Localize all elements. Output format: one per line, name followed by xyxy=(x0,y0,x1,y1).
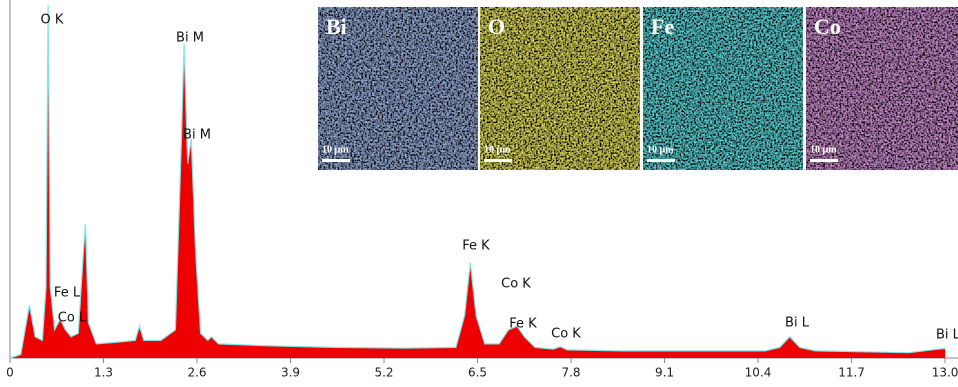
x-tick-label: 10.4 xyxy=(745,366,772,380)
x-tick-label: 13.0 xyxy=(932,366,958,380)
x-tick-label: 6.5 xyxy=(468,366,487,380)
peak-label: Bi L xyxy=(785,316,810,331)
map-label: Fe xyxy=(651,14,674,39)
scale-label: 10 µm xyxy=(810,144,837,155)
chart: 0 1.3 2.6 3.9 5.2 6.5 7.8 9.1 10.4 11.7 13.0 O K Bi … xyxy=(0,0,958,383)
x-tick-label: 2.6 xyxy=(187,366,206,380)
map-label: Co xyxy=(814,14,841,39)
x-tick-label: 9.1 xyxy=(655,366,674,380)
scale-bar xyxy=(647,159,675,162)
peak-label: Bi M xyxy=(176,31,204,46)
scale-label: 10 µm xyxy=(322,144,349,155)
scale-label: 10 µm xyxy=(484,144,511,155)
peak-label: Fe L xyxy=(54,286,81,301)
map-label: Bi xyxy=(326,14,347,39)
scale-bar xyxy=(322,159,350,162)
peak-label: Fe K xyxy=(509,317,537,332)
peak-label: Co K xyxy=(551,327,581,342)
x-tick-label: 5.2 xyxy=(374,366,393,380)
peak-label: Bi L xyxy=(936,328,958,343)
x-tick-label: 7.8 xyxy=(561,366,580,380)
peak-label: Fe K xyxy=(462,239,490,254)
scale-bar xyxy=(484,159,512,162)
x-tick-label: 3.9 xyxy=(281,366,300,380)
peak-label: Bi M xyxy=(183,128,211,143)
x-tick-label: 0 xyxy=(6,366,14,380)
x-tick-label: 1.3 xyxy=(94,366,113,380)
map-label: O xyxy=(488,14,505,39)
x-tick-label: 11.7 xyxy=(838,366,865,380)
scale-bar xyxy=(810,159,838,162)
peak-label: Co K xyxy=(501,277,531,292)
peak-label: Co L xyxy=(58,311,87,326)
peak-label: O K xyxy=(41,13,64,28)
scale-label: 10 µm xyxy=(647,144,674,155)
